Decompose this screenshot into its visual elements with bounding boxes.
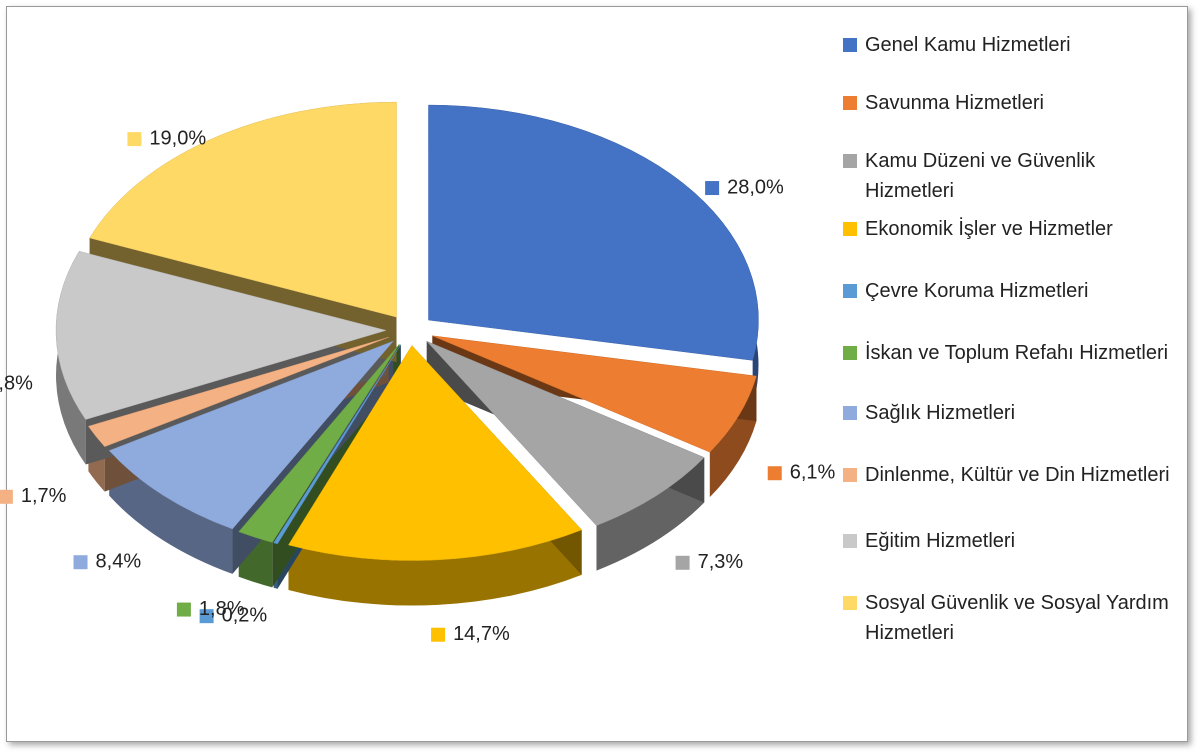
data-label: 14,7% <box>453 623 510 645</box>
legend-entry: Sosyal Güvenlik ve Sosyal Yardım Hizmetl… <box>843 588 1173 648</box>
legend-label: Sağlık Hizmetleri <box>865 402 1016 424</box>
slice <box>426 340 705 526</box>
legend-entry: Eğitim Hizmetleri <box>843 526 1173 556</box>
legend-entry: Çevre Koruma Hizmetleri <box>843 276 1173 306</box>
slice-tops <box>55 101 759 561</box>
slice <box>87 336 389 447</box>
legend-label: Genel Kamu Hizmetleri <box>865 34 1071 56</box>
label-swatch <box>767 466 782 481</box>
label-swatch <box>199 609 214 624</box>
legend-label: Kamu Düzeni ve Güvenlik Hizmetleri <box>865 150 1096 202</box>
legend-swatch <box>843 468 857 482</box>
data-label: 1,8% <box>199 598 245 620</box>
slice <box>432 335 757 453</box>
legend-label: Sosyal Güvenlik ve Sosyal Yardım Hizmetl… <box>865 592 1169 644</box>
slice <box>288 345 583 561</box>
legend-entry: Savunma Hizmetleri <box>843 88 1173 118</box>
legend-label: İskan ve Toplum Refahı Hizmetleri <box>865 342 1169 364</box>
legend-swatch <box>843 346 857 360</box>
data-label: 0,2% <box>222 604 268 626</box>
label-swatch <box>431 627 446 642</box>
legend-swatch <box>843 596 857 610</box>
label-swatch <box>73 555 88 570</box>
legend-label: Çevre Koruma Hizmetleri <box>865 280 1089 302</box>
data-labels: 28,0% 6,1% 7,3% 14,7% 0,2%1,8% 8,4% 1,7% 12,8% 1… <box>0 127 836 645</box>
slice-side <box>288 529 582 606</box>
legend-swatch <box>843 534 857 548</box>
legend-swatch <box>843 284 857 298</box>
data-label: 12,8% <box>0 372 33 394</box>
legend-label: Savunma Hizmetleri <box>865 92 1044 114</box>
slice <box>89 101 397 318</box>
label-swatch <box>127 132 142 147</box>
data-label: 19,0% <box>149 127 206 149</box>
slice <box>108 340 394 530</box>
label-swatch <box>675 555 690 570</box>
legend-swatch <box>843 222 857 236</box>
legend-swatch <box>843 154 857 168</box>
slice <box>428 104 759 361</box>
label-swatch <box>176 602 191 617</box>
legend-label: Dinlenme, Kültür ve Din Hizmetleri <box>865 464 1170 486</box>
legend-swatch <box>843 38 857 52</box>
slice <box>238 343 400 543</box>
legend-entry: Ekonomik İşler ve Hizmetler <box>843 214 1173 244</box>
legend-entry: Sağlık Hizmetleri <box>843 398 1173 428</box>
legend-entry: Dinlenme, Kültür ve Din Hizmetleri <box>843 460 1173 490</box>
legend-entry: Kamu Düzeni ve Güvenlik Hizmetleri <box>843 146 1173 206</box>
data-label: 28,0% <box>727 176 784 198</box>
slice-side <box>109 450 233 574</box>
label-swatch <box>0 489 13 504</box>
slice <box>55 250 387 420</box>
legend-swatch <box>843 96 857 110</box>
legend-label: Ekonomik İşler ve Hizmetler <box>865 218 1113 240</box>
legend-entry: İskan ve Toplum Refahı Hizmetleri <box>843 338 1173 368</box>
legend-label: Eğitim Hizmetleri <box>865 530 1016 552</box>
data-label: 7,3% <box>698 551 744 573</box>
data-label: 6,1% <box>790 462 836 484</box>
legend-swatch <box>843 406 857 420</box>
slice <box>273 344 402 545</box>
legend-entry: Genel Kamu Hizmetleri <box>843 30 1173 60</box>
label-swatch <box>705 181 720 196</box>
data-label: 8,4% <box>96 550 142 572</box>
data-label: 1,7% <box>21 485 67 507</box>
